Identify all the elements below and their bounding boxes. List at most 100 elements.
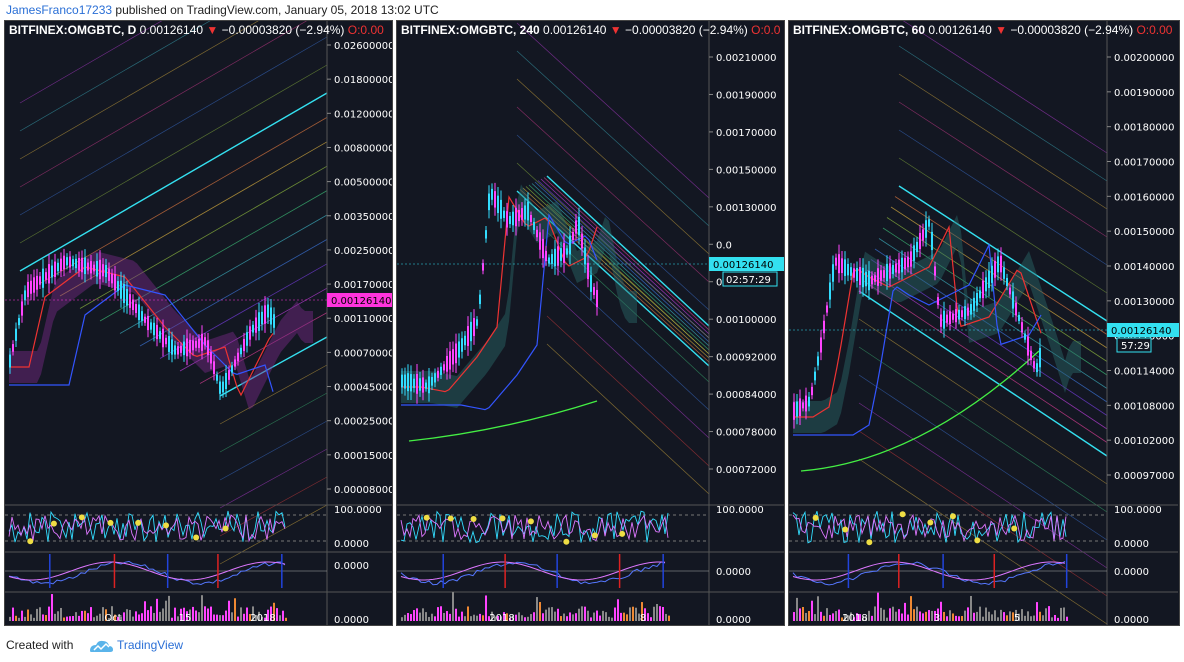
fan-line-outer <box>898 73 1108 210</box>
osc-line-d <box>400 513 669 541</box>
osc-signal-dot <box>812 514 819 521</box>
price-tick-label: 0.00350000 <box>334 212 393 223</box>
volume-bar <box>620 612 622 621</box>
volume-bar <box>611 617 613 621</box>
osc-signal-dot <box>1011 525 1018 532</box>
x-tick-label: Oct <box>104 613 121 624</box>
volume-bar <box>485 595 487 621</box>
fan-line-outer <box>219 392 328 453</box>
candle-body <box>189 339 191 353</box>
candle-body <box>581 233 583 249</box>
chart-panel-1h[interactable]: 0.00200000 0.00190000 0.00180000 0.00170000… <box>788 20 1180 626</box>
volume-bar <box>252 606 254 621</box>
volume-bar <box>856 613 858 621</box>
volume-bar <box>249 614 251 621</box>
candle-body <box>539 232 541 250</box>
open-value: O:0.0 <box>751 23 781 37</box>
volume-bar <box>934 610 936 621</box>
volume-bar <box>201 595 203 621</box>
price-tick-label: 0.00084000 <box>716 390 776 401</box>
candle-body <box>877 268 879 286</box>
volume-bar <box>889 608 891 621</box>
fan-line-outer <box>516 134 710 311</box>
osc-signal-dot <box>135 519 142 526</box>
candle-body <box>434 373 436 383</box>
osc-signal-dot <box>447 515 454 522</box>
candle-body <box>264 305 266 324</box>
volume-bar <box>988 611 990 621</box>
volume-bar <box>542 613 544 621</box>
volume-bar <box>21 610 23 621</box>
volume-bar <box>168 595 170 621</box>
price-tick-label: 0.00092000 <box>716 353 776 364</box>
candle-body <box>108 268 110 281</box>
candle-body <box>1033 361 1035 369</box>
candle-body <box>1012 291 1014 309</box>
volume-bar <box>237 616 239 621</box>
fan-line-outer <box>858 346 1108 513</box>
volume-bar <box>548 607 550 621</box>
candle-body <box>231 365 233 373</box>
volume-bar <box>458 616 460 621</box>
volume-bar <box>500 616 502 621</box>
volume-bar <box>997 617 999 621</box>
candle-body <box>557 246 559 266</box>
volume-bar <box>1009 611 1011 621</box>
x-tick-label: 2018 <box>489 613 514 624</box>
chart-panel-4h[interactable]: 0.00210000 0.00190000 0.00170000 0.00150000… <box>396 20 785 626</box>
fan-line <box>528 184 710 351</box>
fan-line-outer <box>858 318 1108 485</box>
candle-body <box>536 229 538 238</box>
volume-bar <box>96 615 98 621</box>
volume-bar <box>1057 617 1059 621</box>
osc-signal-dot <box>499 515 506 522</box>
candle-body <box>425 382 427 389</box>
volume-bar <box>189 609 191 621</box>
volume-bar <box>566 616 568 621</box>
osc-signal-dot <box>78 514 85 521</box>
volume-bar <box>240 607 242 621</box>
down-arrow-icon: ▼ <box>609 23 622 37</box>
candle-body <box>940 314 942 327</box>
candle-body <box>440 366 442 375</box>
volume-bar <box>979 606 981 621</box>
candle-body <box>542 238 544 259</box>
volume-bar <box>491 611 493 621</box>
volume-bar <box>210 606 212 621</box>
price-tick-label: 0.00180000 <box>1114 123 1174 134</box>
volume-bar <box>641 602 643 621</box>
author-link[interactable]: JamesFranco17233 <box>6 3 113 17</box>
volume-bar <box>578 608 580 621</box>
volume-bar <box>132 616 134 621</box>
candle-body <box>835 257 837 266</box>
volume-bar <box>440 606 442 621</box>
candle-body <box>180 345 182 353</box>
volume-bar <box>105 609 107 621</box>
osc-signal-dot <box>949 513 956 520</box>
volume-bar <box>614 607 616 621</box>
candle-body <box>512 211 514 226</box>
volume-bar <box>449 613 451 621</box>
candle-body <box>488 193 490 211</box>
fan-line <box>543 177 710 331</box>
volume-bar <box>66 616 68 621</box>
candle-body <box>234 359 236 367</box>
volume-bar <box>617 599 619 621</box>
volume-bar <box>476 615 478 621</box>
candle-body <box>255 317 257 333</box>
candle-body <box>871 275 873 285</box>
volume-bar <box>524 617 526 621</box>
volume-bar <box>69 616 71 621</box>
volume-bar <box>653 606 655 621</box>
candle-body <box>452 349 454 365</box>
tradingview-link[interactable]: TradingView <box>117 638 184 652</box>
chart-panel-daily[interactable]: 0.02600000 0.01800000 0.01200000 0.00800000… <box>4 20 393 626</box>
candle-body <box>428 376 430 394</box>
volume-bar <box>198 612 200 621</box>
candle-body <box>482 263 484 271</box>
tradingview-logo-icon[interactable] <box>88 638 114 660</box>
candle-body <box>994 260 996 278</box>
volume-bar <box>874 606 876 621</box>
volume-bar <box>871 615 873 621</box>
macd-signal <box>8 561 286 581</box>
